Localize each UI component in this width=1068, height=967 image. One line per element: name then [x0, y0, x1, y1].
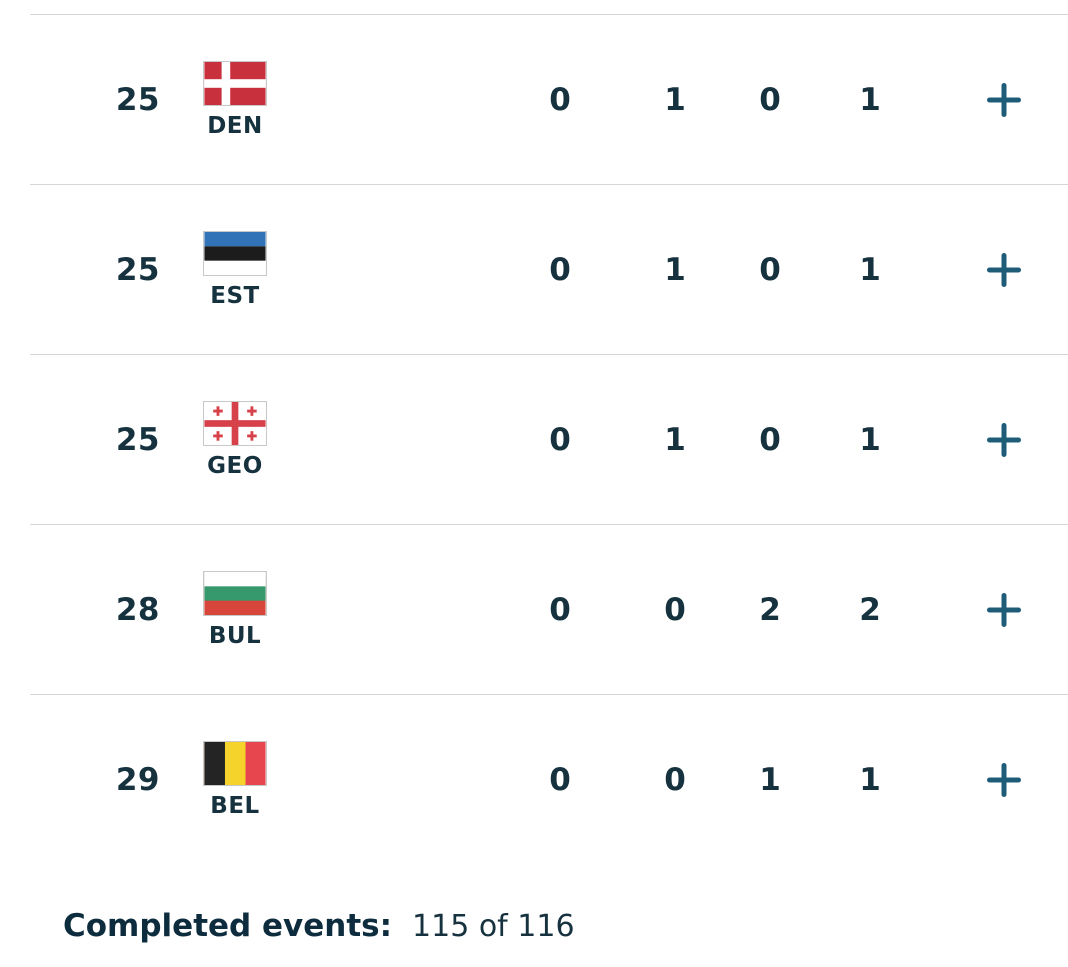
bronze-count: 0	[759, 81, 781, 118]
rank: 25	[115, 421, 160, 458]
bronze-count: 2	[759, 591, 781, 628]
expand-cell	[940, 412, 1068, 468]
country-code: EST	[210, 282, 260, 309]
silver-count: 1	[664, 251, 686, 288]
gold-count: 0	[549, 251, 571, 288]
completed-events-value: 115 of 116	[412, 909, 575, 944]
country: EST	[160, 230, 310, 309]
gold-count: 0	[549, 761, 571, 798]
silver-count: 0	[664, 761, 686, 798]
table-row: 29 BEL 0 0 1 1	[30, 694, 1068, 864]
total-count: 1	[859, 761, 881, 798]
plus-icon	[987, 83, 1021, 117]
expand-cell	[940, 582, 1068, 638]
country: DEN	[160, 60, 310, 139]
gold-count: 0	[549, 81, 571, 118]
total-count: 2	[859, 591, 881, 628]
total-count: 1	[859, 81, 881, 118]
expand-row-button[interactable]	[976, 242, 1032, 298]
country-code: GEO	[207, 452, 263, 479]
rank: 28	[115, 591, 160, 628]
expand-cell	[940, 72, 1068, 128]
plus-icon	[987, 593, 1021, 627]
country-code: BEL	[210, 792, 260, 819]
expand-row-button[interactable]	[976, 752, 1032, 808]
rank: 25	[115, 251, 160, 288]
expand-row-button[interactable]	[976, 412, 1032, 468]
estonia-flag-icon	[203, 230, 267, 276]
bronze-count: 0	[759, 251, 781, 288]
denmark-flag-icon	[203, 60, 267, 106]
expand-cell	[940, 242, 1068, 298]
silver-count: 1	[664, 421, 686, 458]
expand-cell	[940, 752, 1068, 808]
expand-row-button[interactable]	[976, 582, 1032, 638]
plus-icon	[987, 253, 1021, 287]
rank: 25	[115, 81, 160, 118]
completed-events-summary: Completed events: 115 of 116	[63, 908, 1068, 944]
country: BUL	[160, 570, 310, 649]
gold-count: 0	[549, 591, 571, 628]
country-code: BUL	[208, 622, 262, 649]
expand-row-button[interactable]	[976, 72, 1032, 128]
country: GEO	[160, 400, 310, 479]
country: BEL	[160, 740, 310, 819]
bronze-count: 0	[759, 421, 781, 458]
table-row: 25 EST 0 1 0 1	[30, 184, 1068, 354]
plus-icon	[987, 423, 1021, 457]
completed-events-label: Completed events:	[63, 908, 393, 944]
total-count: 1	[859, 421, 881, 458]
country-code: DEN	[207, 112, 263, 139]
medal-table: 25 DEN 0 1 0 1 25	[0, 14, 1068, 864]
belgium-flag-icon	[203, 740, 267, 786]
table-row: 25 GEO	[30, 354, 1068, 524]
total-count: 1	[859, 251, 881, 288]
gold-count: 0	[549, 421, 571, 458]
bulgaria-flag-icon	[203, 570, 267, 616]
plus-icon	[987, 763, 1021, 797]
georgia-flag-icon	[203, 400, 267, 446]
silver-count: 1	[664, 81, 686, 118]
table-row: 25 DEN 0 1 0 1	[30, 14, 1068, 184]
bronze-count: 1	[759, 761, 781, 798]
rank: 29	[115, 761, 160, 798]
silver-count: 0	[664, 591, 686, 628]
table-row: 28 BUL 0 0 2 2	[30, 524, 1068, 694]
